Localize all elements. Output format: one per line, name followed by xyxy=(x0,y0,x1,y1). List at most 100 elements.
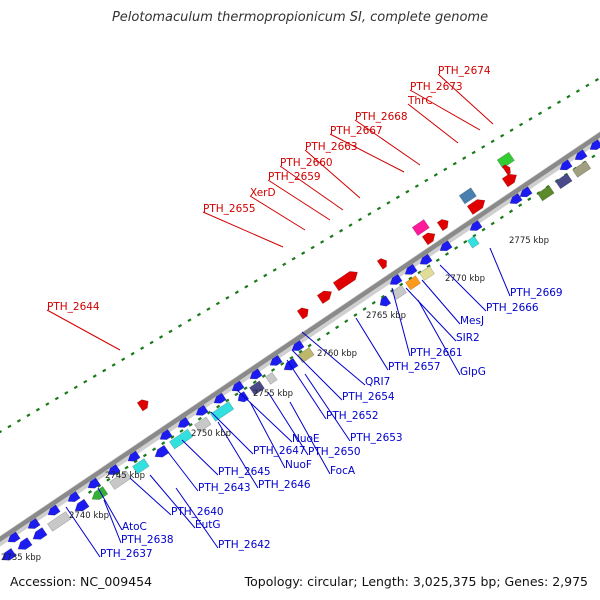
tick-row-upper xyxy=(130,351,135,356)
reverse-label-20: GlpG xyxy=(460,366,486,378)
tick-row-lower xyxy=(408,276,413,281)
tick-row-lower xyxy=(362,307,367,311)
reverse-gene-inner-2 xyxy=(47,504,61,516)
forward-label-1: PTH_2655 xyxy=(203,203,256,215)
forward-gene-7-shape xyxy=(436,219,449,232)
tick-row-upper xyxy=(462,156,467,160)
ruler-label-4: 2755 kbp xyxy=(253,389,293,399)
reverse-label-23-leader xyxy=(439,264,487,312)
reverse-gene-inner-5 xyxy=(107,464,121,476)
ruler-label-3: 2750 kbp xyxy=(191,429,231,439)
tick-row-upper xyxy=(187,318,192,323)
reverse-gene-inner-21-shape xyxy=(519,186,533,198)
reverse-gene-24-shape xyxy=(572,160,592,178)
reverse-gene-3 xyxy=(47,511,72,532)
reverse-gene-23 xyxy=(555,173,573,190)
reverse-gene-inner-7 xyxy=(159,428,173,440)
tick-row-lower xyxy=(527,197,532,202)
reverse-gene-inner-6 xyxy=(127,450,141,462)
reverse-gene-9-shape xyxy=(169,428,194,450)
tick-row-lower xyxy=(87,490,93,494)
tick-row-lower xyxy=(316,337,321,342)
tick-row-upper xyxy=(149,340,154,345)
reverse-gene-1 xyxy=(17,537,33,550)
forward-gene-4 xyxy=(376,258,387,270)
tick-row-upper xyxy=(329,234,334,239)
tick-row-lower xyxy=(463,239,468,244)
tick-row-lower xyxy=(225,398,230,403)
reverse-gene-11-shape xyxy=(210,401,235,422)
tick-row-lower xyxy=(115,471,120,476)
reverse-gene-inner-8-shape xyxy=(177,416,191,428)
forward-gene-11-shape xyxy=(501,173,517,188)
tick-row-lower xyxy=(335,325,340,330)
forward-label-4: PTH_2660 xyxy=(280,157,333,169)
reverse-label-17: QRI7 xyxy=(365,376,390,388)
tick-row-upper xyxy=(272,268,277,272)
accession-text: Accession: NC_009454 xyxy=(10,574,153,589)
reverse-label-18-leader xyxy=(355,317,389,371)
forward-label-5-leader xyxy=(304,149,361,199)
reverse-gene-inner-12 xyxy=(249,368,263,380)
reverse-label-1-leader xyxy=(97,487,123,531)
reverse-gene-inner-17-shape xyxy=(419,253,433,265)
reverse-gene-inner-20-shape xyxy=(509,192,523,205)
reverse-gene-inner-15-shape xyxy=(389,273,403,285)
reverse-gene-inner-18 xyxy=(439,240,453,252)
reverse-gene-23-shape xyxy=(555,173,573,190)
tick-row-lower xyxy=(252,380,257,385)
tick-row-upper xyxy=(443,167,448,172)
reverse-gene-14 xyxy=(265,371,278,385)
reverse-label-24: PTH_2669 xyxy=(510,287,563,299)
forward-label-7: PTH_2668 xyxy=(355,111,408,123)
reverse-label-21: SIR2 xyxy=(456,332,480,344)
tick-row-upper xyxy=(500,133,505,138)
tick-row-lower xyxy=(289,355,294,360)
tick-row-upper xyxy=(291,256,296,261)
tick-row-upper xyxy=(54,396,59,401)
reverse-label-17-leader xyxy=(301,331,366,386)
reverse-gene-2 xyxy=(32,527,48,540)
reverse-gene-inner-11-shape xyxy=(231,380,245,392)
reverse-label-6-leader xyxy=(167,451,199,492)
reverse-gene-inner-14-shape xyxy=(291,339,305,351)
reverse-gene-inner-21 xyxy=(519,186,533,198)
tick-row-upper xyxy=(367,212,372,216)
reverse-label-0-leader xyxy=(65,506,101,558)
reverse-gene-7 xyxy=(132,458,150,475)
tick-row-lower xyxy=(325,331,331,336)
tick-row-lower xyxy=(454,246,459,250)
reverse-gene-13 xyxy=(249,380,265,396)
reverse-gene-inner-10 xyxy=(213,392,227,404)
reverse-gene-10-shape xyxy=(194,416,212,433)
reverse-gene-17 xyxy=(379,295,392,307)
tick-row-lower xyxy=(380,294,385,299)
reverse-gene-17-shape xyxy=(379,295,392,307)
forward-gene-9 xyxy=(466,199,486,215)
tick-row-upper xyxy=(424,178,429,183)
tick-row-lower xyxy=(188,422,193,427)
forward-gene-9-shape xyxy=(466,199,486,215)
tick-row-lower xyxy=(234,392,239,397)
tick-row-upper xyxy=(452,161,457,166)
tick-row-lower xyxy=(124,465,129,470)
reverse-label-13: FocA xyxy=(330,465,356,477)
tick-row-upper xyxy=(244,284,249,289)
reverse-gene-8 xyxy=(154,444,170,458)
forward-label-0: PTH_2644 xyxy=(47,301,100,313)
tick-row-upper xyxy=(196,312,202,317)
tick-row-lower xyxy=(417,270,422,275)
topology-text: Topology: circular; Length: 3,025,375 bp… xyxy=(244,574,588,589)
reverse-gene-20 xyxy=(419,265,435,281)
reverse-gene-inner-1 xyxy=(27,517,41,529)
tick-row-upper xyxy=(585,83,590,88)
reverse-label-9: PTH_2647 xyxy=(253,445,306,457)
ruler-label-8: 2775 kbp xyxy=(509,236,549,246)
tick-row-upper xyxy=(26,413,31,418)
tick-row-upper xyxy=(556,100,562,105)
reverse-label-13-leader xyxy=(289,401,331,475)
reverse-gene-inner-19-shape xyxy=(469,219,483,231)
reverse-gene-7-shape xyxy=(132,458,150,475)
reverse-gene-4-shape xyxy=(74,498,90,512)
reverse-gene-inner-0-shape xyxy=(7,531,21,543)
